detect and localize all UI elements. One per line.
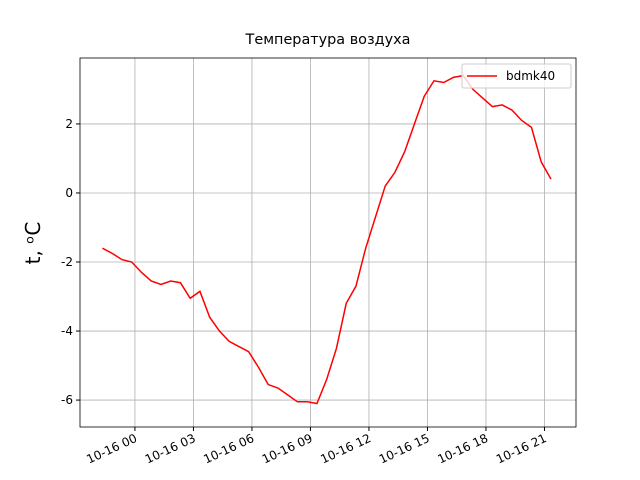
plot-frame	[79, 57, 577, 428]
legend: bdmk40	[461, 63, 572, 89]
x-tick-label: 10-16 06	[201, 431, 256, 466]
x-tick-label: 10-16 09	[260, 431, 315, 466]
x-tick-label: 10-16 00	[84, 431, 139, 466]
x-tick-label: 10-16 03	[143, 431, 198, 466]
y-tick-label: -6	[61, 393, 73, 407]
y-tick-label: 2	[65, 117, 73, 131]
x-tick-label: 10-16 15	[377, 431, 432, 466]
legend-label: bdmk40	[506, 69, 555, 83]
y-tick-label: -2	[61, 255, 73, 269]
line	[102, 74, 552, 405]
y-axis-label: t, ᵒC	[21, 222, 45, 265]
chart-title: Температура воздуха	[245, 32, 411, 48]
x-tick-label: 10-16 12	[318, 431, 373, 466]
legend-box	[461, 63, 572, 89]
x-tick-label: 10-16 21	[494, 431, 549, 466]
y-tick-label: -4	[61, 324, 73, 338]
y-tick-label: 0	[65, 186, 73, 200]
x-tick-label: 10-16 18	[435, 431, 490, 466]
